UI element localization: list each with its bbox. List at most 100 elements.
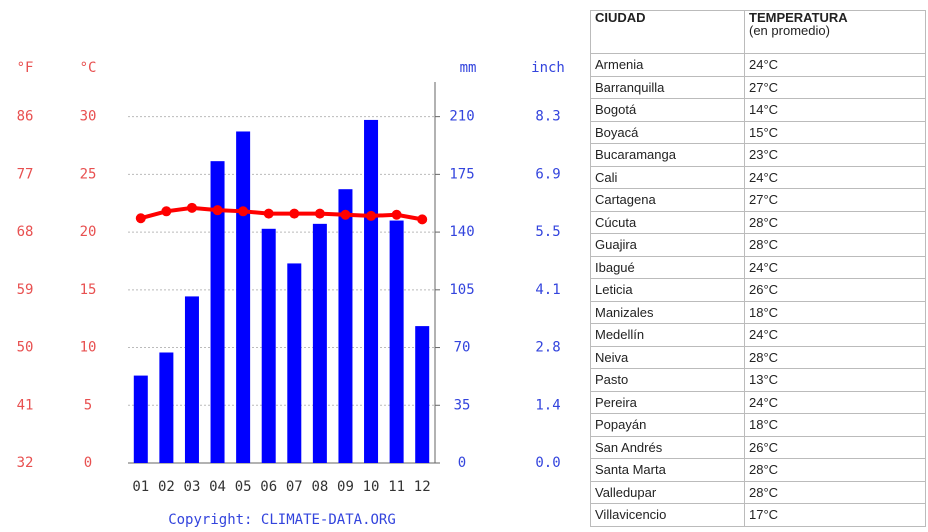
city-cell: Cali — [590, 165, 745, 189]
temperature-cell: 28°C — [744, 210, 926, 234]
y2-alt-tick-label: 1.4 — [535, 397, 560, 413]
y-tick-label: 25 — [80, 166, 97, 182]
table-row: Bucaramanga 23°C — [590, 143, 926, 167]
x-tick-label: 07 — [286, 479, 303, 495]
temp-marker — [186, 202, 197, 213]
x-tick-label: 05 — [235, 479, 252, 495]
temp-marker — [238, 206, 249, 217]
axis-unit: inch — [531, 60, 565, 76]
y-tick-label: 10 — [80, 340, 97, 356]
bar — [338, 189, 353, 463]
y-alt-tick-label: 41 — [17, 397, 34, 413]
temperature-cell: 24°C — [744, 53, 926, 77]
table-row: Valledupar 28°C — [590, 480, 926, 504]
city-table: CIUDAD TEMPERATURA (en promedio) Armenia 2… — [590, 10, 926, 527]
temp-marker — [314, 208, 325, 219]
city-cell: Pasto — [590, 368, 745, 392]
table-row: Cali 24°C — [590, 165, 926, 189]
table-row: Armenia 24°C — [590, 53, 926, 77]
bar — [287, 263, 302, 463]
city-cell: Pereira — [590, 390, 745, 414]
bar — [184, 296, 199, 463]
temperature-cell: 18°C — [744, 300, 926, 324]
axis-unit: °C — [80, 60, 97, 76]
header-row: CIUDAD TEMPERATURA (en promedio) — [590, 10, 926, 54]
header-cell: TEMPERATURA (en promedio) — [744, 10, 926, 54]
temp-marker — [212, 205, 223, 216]
table-row: Boyacá 15°C — [590, 120, 926, 144]
temp-marker — [135, 213, 146, 224]
header-text: TEMPERATURA — [749, 10, 848, 25]
city-cell: Cartagena — [590, 188, 745, 212]
city-cell: Manizales — [590, 300, 745, 324]
y2-tick-label: 70 — [454, 340, 471, 356]
temp-marker — [263, 208, 274, 219]
y-alt-tick-label: 86 — [17, 109, 34, 125]
temperature-cell: 27°C — [744, 75, 926, 99]
temperature-cell: 28°C — [744, 345, 926, 369]
bar — [312, 223, 327, 463]
temperature-cell: 13°C — [744, 368, 926, 392]
city-cell: Guajira — [590, 233, 745, 257]
bar — [236, 131, 251, 463]
temp-marker — [417, 214, 428, 225]
table-row: Guajira 28°C — [590, 233, 926, 257]
temperature-cell: 15°C — [744, 120, 926, 144]
temp-marker — [391, 209, 402, 220]
temperature-cell: 24°C — [744, 255, 926, 279]
table-row: San Andrés 26°C — [590, 435, 926, 459]
temp-line — [140, 205, 423, 222]
temperature-cell: 24°C — [744, 390, 926, 414]
table-row: Barranquilla 27°C — [590, 75, 926, 99]
bar — [415, 326, 430, 463]
y-alt-tick-label: 32 — [17, 455, 34, 471]
temperature-cell: 28°C — [744, 480, 926, 504]
temperature-cell: 26°C — [744, 278, 926, 302]
table-row: Cartagena 27°C — [590, 188, 926, 212]
city-cell: Armenia — [590, 53, 745, 77]
header-cell: CIUDAD — [590, 10, 745, 54]
table-row: Santa Marta 28°C — [590, 458, 926, 482]
temperature-cell: 17°C — [744, 503, 926, 527]
temperature-cell: 26°C — [744, 435, 926, 459]
y2-alt-tick-label: 8.3 — [535, 109, 560, 125]
city-cell: Ibagué — [590, 255, 745, 279]
x-tick-label: 06 — [260, 479, 277, 495]
temp-marker — [161, 206, 172, 217]
table-row: Pasto 13°C — [590, 368, 926, 392]
bar — [389, 220, 404, 463]
x-tick-label: 03 — [184, 479, 201, 495]
y2-tick-label: 105 — [449, 282, 474, 298]
table-row: Cúcuta 28°C — [590, 210, 926, 234]
header-sub: (en promedio) — [749, 23, 830, 38]
bar — [133, 375, 148, 463]
y-alt-tick-label: 68 — [17, 224, 34, 240]
city-cell: Villavicencio — [590, 503, 745, 527]
table-row: Neiva 28°C — [590, 345, 926, 369]
y-alt-tick-label: 50 — [17, 340, 34, 356]
temp-marker — [340, 209, 351, 220]
city-cell: Bucaramanga — [590, 143, 745, 167]
x-tick-label: 11 — [388, 479, 405, 495]
y2-tick-label: 140 — [449, 224, 474, 240]
y2-tick-label: 0 — [458, 455, 466, 471]
x-tick-label: 04 — [209, 479, 226, 495]
axis-unit: mm — [460, 60, 477, 76]
y-tick-label: 30 — [80, 109, 97, 125]
y2-tick-label: 210 — [449, 109, 474, 125]
y2-tick-label: 175 — [449, 166, 474, 182]
city-cell: Valledupar — [590, 480, 745, 504]
y2-tick-label: 35 — [454, 397, 471, 413]
city-cell: Boyacá — [590, 120, 745, 144]
temperature-cell: 23°C — [744, 143, 926, 167]
city-cell: Barranquilla — [590, 75, 745, 99]
copyright: Copyright: CLIMATE-DATA.ORG — [168, 512, 396, 528]
y2-alt-tick-label: 6.9 — [535, 166, 560, 182]
x-tick-label: 09 — [337, 479, 354, 495]
y-tick-label: 5 — [84, 397, 92, 413]
city-cell: Bogotá — [590, 98, 745, 122]
city-cell: Leticia — [590, 278, 745, 302]
chart: °F °C mm inch051015202530324150596877860357… — [17, 60, 565, 528]
table-row: Ibagué 24°C — [590, 255, 926, 279]
